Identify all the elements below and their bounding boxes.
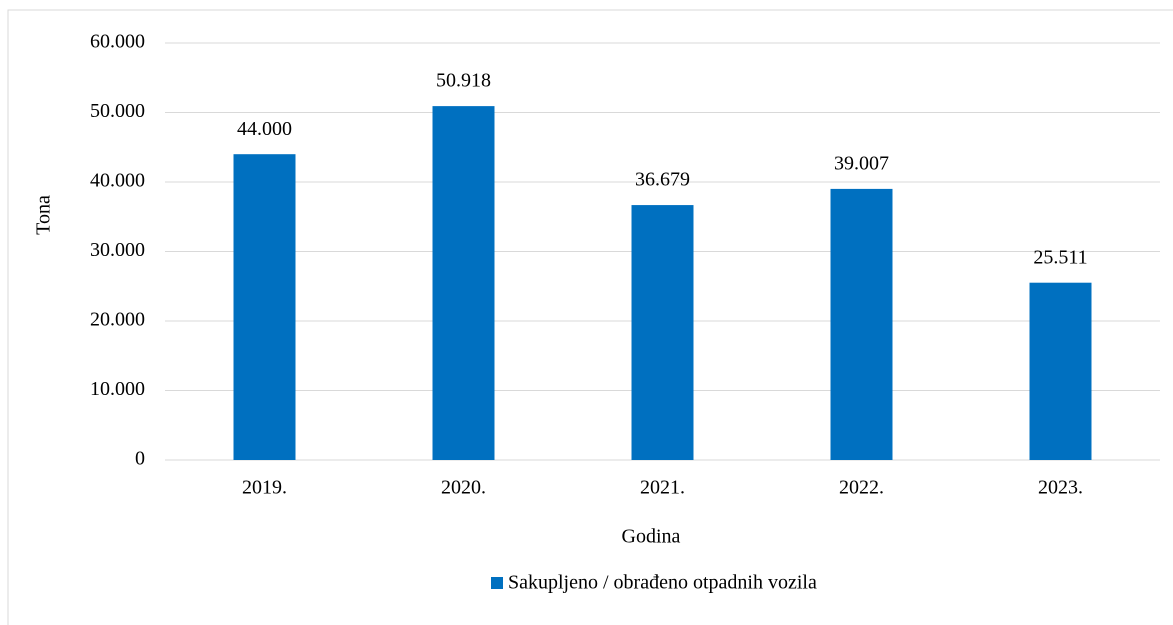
y-tick-label: 50.000 — [90, 100, 145, 122]
bar — [1029, 282, 1092, 460]
x-tick-label: 2020. — [441, 477, 486, 499]
legend-swatch — [491, 577, 503, 589]
data-label: 36.679 — [635, 169, 690, 191]
data-label: 39.007 — [834, 152, 889, 174]
y-tick-label: 10.000 — [90, 378, 145, 400]
x-tick-label: 2023. — [1038, 477, 1083, 499]
x-tick-label: 2021. — [640, 477, 685, 499]
y-tick-label: 0 — [135, 448, 145, 470]
data-label: 50.918 — [436, 70, 491, 92]
bar — [233, 154, 296, 460]
bar — [432, 106, 495, 460]
chart-border — [7, 9, 1173, 625]
y-tick-label: 30.000 — [90, 239, 145, 261]
y-tick-label: 40.000 — [90, 170, 145, 192]
bar — [830, 188, 893, 460]
x-tick-label: 2022. — [839, 477, 884, 499]
x-tick-label: 2019. — [242, 477, 287, 499]
x-axis-label: Godina — [622, 526, 681, 548]
bar — [631, 205, 694, 460]
y-tick-label: 60.000 — [90, 31, 145, 53]
legend-label: Sakupljeno / obrađeno otpadnih vozila — [508, 572, 817, 594]
y-axis-label: Tona — [33, 195, 55, 235]
y-tick-label: 20.000 — [90, 309, 145, 331]
data-label: 44.000 — [237, 118, 292, 140]
data-label: 25.511 — [1033, 246, 1087, 268]
